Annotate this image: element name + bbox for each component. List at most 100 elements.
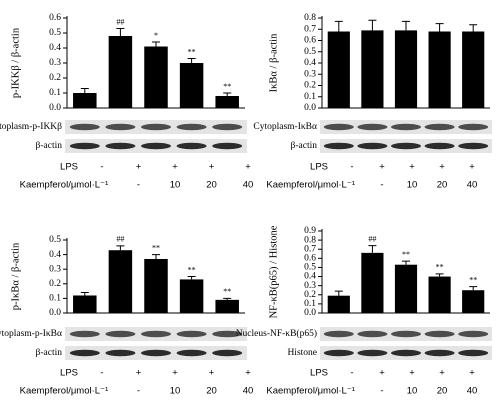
y-tick-label: 0.2 — [49, 279, 61, 289]
y-tick-label: 0.3 — [304, 69, 316, 79]
y-tick-label: 0.4 — [49, 43, 61, 53]
blot-band — [323, 349, 354, 357]
treatment-cell: 40 — [467, 180, 478, 191]
bar — [394, 30, 418, 108]
blot-band — [105, 142, 136, 150]
y-tick-label: 0.2 — [304, 81, 316, 91]
blot-band — [424, 123, 455, 131]
y-tick-label: 0.9 — [304, 226, 316, 236]
blot-band — [105, 123, 136, 131]
treatment-cell: 40 — [243, 180, 254, 191]
error-bar — [435, 23, 444, 32]
treatment-label: Kaempferol/μmol·L⁻¹ — [20, 180, 109, 191]
error-bar — [223, 92, 232, 96]
significance-label: * — [154, 31, 158, 40]
blot-band — [141, 349, 171, 357]
treatment-cell: - — [137, 386, 140, 397]
treatment-cell: 10 — [170, 386, 181, 397]
y-tick-label: 0.8 — [304, 235, 316, 245]
blot-band — [458, 349, 489, 357]
treatment-label: Kaempferol/μmol·L⁻¹ — [20, 386, 109, 397]
bar — [108, 36, 133, 108]
blot-band — [357, 330, 388, 338]
y-tick-label: 0.6 — [49, 13, 61, 23]
treatment-cell: 20 — [206, 180, 217, 191]
blot-band — [323, 330, 354, 338]
y-tick-label: 0.6 — [304, 36, 316, 46]
significance-label: ## — [116, 235, 124, 244]
y-tick-label: 0.6 — [304, 254, 316, 264]
bar — [108, 250, 133, 313]
treatment-cell: 40 — [467, 386, 478, 397]
treatment-cell: 20 — [206, 386, 217, 397]
bar — [179, 279, 204, 313]
bar — [73, 295, 97, 313]
blot-label: Histone — [287, 348, 317, 358]
treatment-cell: - — [380, 180, 383, 191]
treatment-cell: 10 — [407, 180, 418, 191]
blot-label: Cytoplasm-p-IκBα — [0, 329, 62, 339]
error-bar — [469, 24, 478, 32]
error-bar — [469, 286, 478, 291]
bar — [462, 31, 485, 108]
bar — [462, 290, 485, 313]
y-tick-label: 0.4 — [304, 58, 316, 68]
blot-band — [458, 330, 489, 338]
treatment-label: LPS — [310, 162, 328, 173]
blot-band — [69, 142, 100, 150]
y-tick-label: 0.7 — [304, 24, 316, 34]
y-tick-label: 0.7 — [304, 244, 316, 254]
bar — [144, 46, 168, 108]
bar — [428, 276, 451, 313]
treatment-cell: 10 — [407, 386, 418, 397]
treatment-cell: + — [136, 162, 142, 173]
blot-band — [424, 142, 455, 150]
treatment-cell: + — [469, 162, 475, 173]
y-tick-label: 0.4 — [49, 250, 61, 260]
treatment-cell: - — [380, 386, 383, 397]
blot-band — [176, 330, 207, 338]
blot-band — [424, 330, 455, 338]
treatment-cell: + — [245, 368, 251, 379]
y-axis-label: p-IκBα / β-actin — [10, 242, 21, 310]
blot-band — [391, 349, 421, 357]
blot-band — [458, 123, 489, 131]
blot-label: Cytoplasm-IκBα — [253, 122, 317, 132]
significance-label: ** — [436, 263, 444, 272]
significance-label: ** — [188, 47, 196, 56]
blot-band — [105, 349, 136, 357]
bar — [215, 96, 239, 108]
y-tick-label: 0.3 — [49, 264, 61, 274]
treatment-cell: - — [100, 368, 103, 379]
error-bar — [334, 20, 343, 32]
treatment-cell: + — [439, 162, 445, 173]
blot-band — [323, 123, 354, 131]
blot-label: β-actin — [36, 348, 63, 358]
y-tick-label: 0.1 — [304, 92, 316, 102]
treatment-cell: + — [209, 368, 215, 379]
treatment-cell: - — [100, 162, 103, 173]
bar — [144, 258, 168, 313]
blot-band — [212, 142, 243, 150]
bar — [394, 264, 418, 313]
error-bar — [152, 41, 160, 47]
blot-band — [323, 142, 354, 150]
treatment-cell: - — [350, 368, 353, 379]
treatment-cell: + — [379, 368, 385, 379]
blot-band — [69, 123, 100, 131]
error-bar — [402, 260, 410, 265]
blot-band — [391, 123, 421, 131]
treatment-cell: + — [379, 162, 385, 173]
treatment-cell: + — [439, 368, 445, 379]
y-tick-label: 0.8 — [304, 13, 316, 23]
y-tick-label: 0.1 — [304, 299, 316, 309]
error-bar — [80, 292, 89, 296]
significance-label: ** — [188, 265, 196, 274]
y-tick-label: 0.3 — [304, 281, 316, 291]
error-bar — [116, 28, 125, 36]
y-axis-label: NF-κB(p65) / Histone — [268, 225, 279, 318]
error-bar — [152, 254, 160, 259]
treatment-cell: - — [350, 162, 353, 173]
bar — [73, 93, 97, 108]
error-bar — [187, 276, 196, 280]
